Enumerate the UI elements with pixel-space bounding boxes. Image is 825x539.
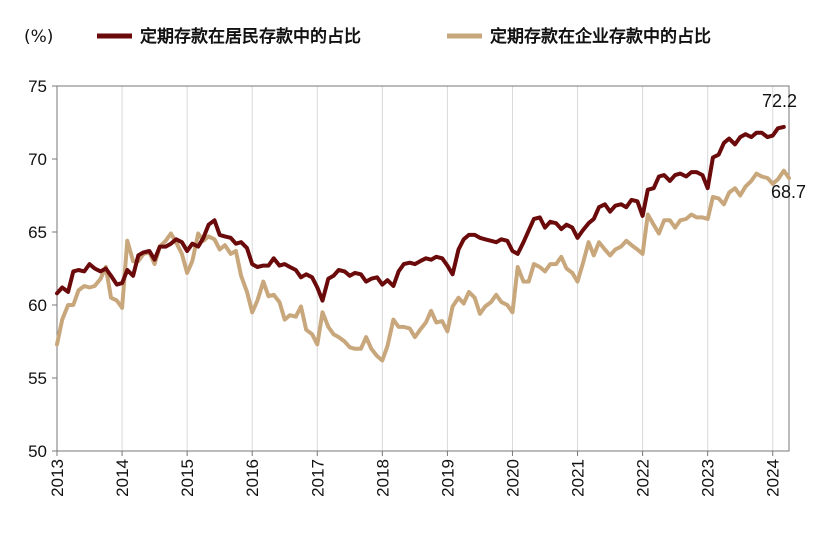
x-tick-label: 2017	[308, 459, 327, 497]
x-tick-label: 2022	[634, 459, 653, 497]
y-tick-label: 55	[28, 369, 47, 388]
y-tick-label: 65	[28, 223, 47, 242]
x-tick-label: 2020	[503, 459, 522, 497]
x-tick-label: 2016	[243, 459, 262, 497]
end-labels: 72.2 68.7	[762, 91, 806, 202]
x-tick-label: 2023	[699, 459, 718, 497]
axes	[56, 85, 790, 452]
series-lines	[55, 124, 791, 363]
x-tick-label: 2021	[569, 459, 588, 497]
y-tick-label: 70	[28, 150, 47, 169]
x-tick-label: 2019	[438, 459, 457, 497]
series-line-0	[55, 124, 786, 303]
series-1-end-label: 68.7	[771, 182, 806, 202]
x-tick-label: 2014	[113, 459, 132, 497]
x-tick-label: 2018	[373, 459, 392, 497]
series-line-1	[55, 168, 791, 363]
legend: (%) 定期存款在居民存款中的占比 定期存款在企业存款中的占比	[24, 26, 711, 47]
legend-label-series-0: 定期存款在居民存款中的占比	[140, 26, 361, 47]
x-tick-label: 2013	[48, 459, 67, 497]
x-tick-label: 2024	[764, 459, 783, 497]
y-unit-label: (%)	[24, 27, 53, 47]
legend-label-series-1: 定期存款在企业存款中的占比	[490, 26, 711, 47]
series-0-end-label: 72.2	[762, 91, 797, 111]
y-tick-label: 75	[28, 77, 47, 96]
x-axis-ticks: 2013 2014 2015 2016 2017 2018 2019 2020 2021 2022…	[48, 451, 783, 497]
y-axis-ticks: 50 55 60 65 70 75	[28, 77, 57, 461]
y-tick-label: 60	[28, 296, 47, 315]
x-tick-label: 2015	[178, 459, 197, 497]
y-tick-label: 50	[28, 442, 47, 461]
plot-area-border	[56, 85, 790, 452]
